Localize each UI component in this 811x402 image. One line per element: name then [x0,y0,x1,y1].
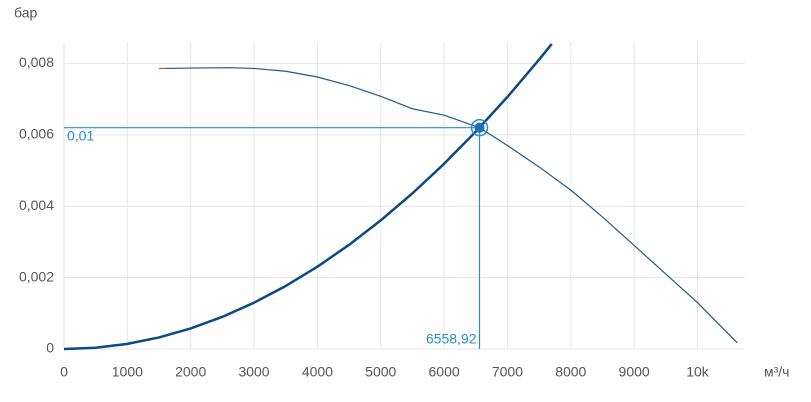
operating-point-y-label: 0,01 [67,127,94,143]
x-tick-label: 5000 [365,364,396,380]
y-tick-label: 0,002 [19,268,54,284]
x-tick-label: 8000 [555,364,586,380]
series-line [63,43,553,351]
operating-point-halo [470,118,489,137]
x-tick-label: 9000 [619,364,650,380]
y-axis-label: бар [14,5,37,21]
y-tick-label: 0 [46,340,54,356]
x-tick-label: 0 [60,364,68,380]
series-line [165,67,738,344]
y-tick-label: 0,008 [19,54,54,70]
x-tick-label: 2000 [175,364,206,380]
y-tick-label: 0,004 [19,197,54,213]
operating-point-x-label: 6558,92 [426,331,477,347]
x-tick-label: 7000 [492,364,523,380]
y-tick-label: 0,006 [19,126,54,142]
x-tick-label: 6000 [429,364,460,380]
operating-point [474,122,485,133]
x-tick-label: 4000 [302,364,333,380]
x-axis-label: м³/ч [764,364,789,380]
x-tick-label: 10k [686,364,710,380]
x-tick-label: 1000 [112,364,143,380]
x-tick-label: 3000 [238,364,269,380]
